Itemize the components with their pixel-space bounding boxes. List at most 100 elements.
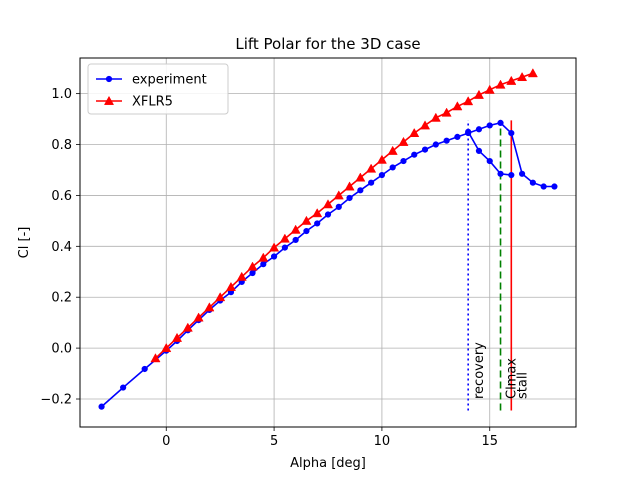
xflr5-point: [269, 242, 280, 252]
annotation-recovery: recovery: [472, 342, 487, 399]
experiment-branch-point: [497, 170, 504, 177]
experiment-point: [486, 122, 493, 129]
xflr5-point: [473, 89, 484, 99]
experiment-point: [303, 227, 310, 235]
xflr5-point: [355, 172, 366, 182]
xflr5-point: [258, 252, 269, 262]
xflr5-point: [322, 199, 334, 209]
experiment-point: [400, 157, 407, 165]
experiment-point: [324, 211, 332, 218]
xflr5-point: [290, 224, 301, 234]
xflr5-point: [527, 68, 538, 78]
experiment-point: [443, 137, 450, 144]
xflr5-point: [279, 233, 290, 243]
series-group: [98, 68, 558, 410]
experiment-point: [335, 203, 342, 210]
xflr5-point: [420, 120, 431, 130]
experiment-point: [551, 183, 558, 190]
xflr5-point: [236, 271, 247, 281]
experiment-branch-point: [486, 157, 493, 165]
experiment-point: [540, 183, 547, 190]
experiment-branch-point: [465, 128, 472, 135]
xflr5-point: [484, 84, 495, 94]
experiment-point: [120, 384, 127, 391]
x-tick-label: 10: [374, 434, 391, 449]
experiment-point: [518, 170, 526, 177]
legend-label-xflr5: XFLR5: [132, 95, 173, 110]
xflr5-point: [193, 312, 204, 322]
legend-label-experiment: experiment: [132, 73, 207, 88]
experiment-point: [389, 164, 396, 171]
xflr5-point: [387, 145, 398, 155]
legend-box: [87, 63, 229, 115]
experiment-point: [421, 146, 429, 153]
experiment-point: [508, 129, 515, 137]
experiment-point: [346, 194, 353, 202]
xflr5-point: [430, 112, 441, 122]
xflr5-point: [452, 101, 463, 111]
experiment-point: [260, 261, 267, 268]
xflr5-point: [495, 79, 506, 89]
reference-lines: [467, 120, 513, 411]
xflr5-point: [150, 353, 161, 363]
experiment-point: [411, 151, 418, 158]
xflr5-point: [366, 163, 377, 173]
annotation-clmax: Clmax: [505, 358, 520, 399]
xflr5-point: [161, 342, 172, 353]
experiment-point: [249, 269, 256, 277]
xflr5-point: [215, 292, 226, 302]
annotation-stall: stall: [515, 372, 530, 399]
xflr5-point: [517, 71, 528, 82]
xflr5-point: [409, 127, 420, 138]
experiment-point: [292, 236, 299, 244]
experiment-line: [101, 122, 555, 408]
experiment-point: [98, 403, 105, 410]
y-tick-label: 0.6: [51, 189, 72, 204]
y-tick-label: 0.4: [51, 240, 72, 255]
experiment-point: [497, 119, 504, 126]
plot-frame: [79, 57, 577, 428]
y-tick-label: 0.8: [51, 138, 72, 153]
legend: experiment XFLR5: [87, 63, 229, 115]
y-axis-label: Cl [-]: [17, 227, 32, 259]
experiment-point: [378, 171, 386, 179]
experiment-point: [281, 244, 288, 251]
xflr5-point: [172, 332, 183, 342]
x-axis-label: Alpha [deg]: [290, 456, 366, 471]
y-tick-label: 0.2: [51, 291, 72, 306]
experiment-point: [270, 253, 278, 260]
y-tick-label: 0.0: [51, 342, 72, 357]
xflr5-point: [225, 281, 236, 291]
xflr5-point: [398, 136, 409, 146]
y-tick-label: 1.0: [51, 87, 72, 102]
xflr5-point: [441, 107, 452, 117]
y-tick-label: −0.2: [40, 393, 72, 408]
xflr5-point: [247, 261, 258, 271]
x-tick-label: 0: [162, 434, 170, 449]
experiment-point: [529, 179, 536, 186]
xflr5-point: [312, 208, 323, 218]
experiment-point: [475, 126, 483, 133]
chart-title: Lift Polar for the 3D case: [235, 35, 420, 53]
experiment-branch-point: [508, 171, 515, 179]
experiment-point: [314, 220, 321, 227]
xflr5-point: [333, 190, 344, 200]
xflr5-point: [463, 96, 474, 106]
experiment-point: [454, 133, 461, 140]
experiment-point: [368, 179, 375, 186]
xflr5-point: [506, 75, 517, 85]
legend-marker-xflr5: [103, 95, 115, 105]
experiment-point: [432, 141, 439, 148]
ticks: 0 5 10 15 −0.2 0.0 0.2 0.4 0.6 0.8 1.0: [40, 87, 498, 449]
xflr5-point: [204, 302, 215, 312]
experiment-point: [357, 187, 364, 194]
experiment-branch-point: [475, 147, 483, 154]
experiment-point: [141, 365, 148, 373]
x-tick-label: 15: [481, 434, 498, 449]
x-tick-label: 5: [270, 434, 278, 449]
xflr5-point: [376, 154, 387, 164]
xflr5-point: [182, 322, 193, 332]
xflr5-point: [301, 215, 312, 225]
